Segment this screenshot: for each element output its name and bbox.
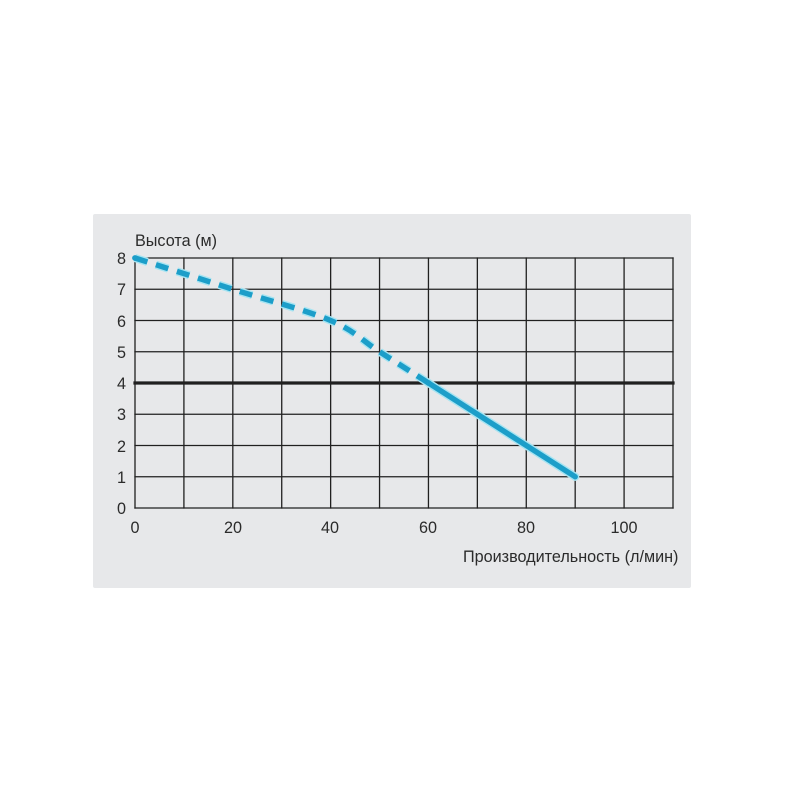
svg-text:80: 80 <box>517 519 535 537</box>
svg-text:2: 2 <box>117 438 126 456</box>
svg-text:5: 5 <box>117 344 126 362</box>
svg-text:6: 6 <box>117 313 126 331</box>
svg-text:7: 7 <box>117 281 126 299</box>
svg-text:0: 0 <box>117 500 126 518</box>
svg-text:Производительность (л/мин): Производительность (л/мин) <box>463 548 678 566</box>
svg-text:8: 8 <box>117 250 126 268</box>
svg-text:Высота (м): Высота (м) <box>135 232 217 250</box>
svg-text:3: 3 <box>117 406 126 424</box>
svg-text:60: 60 <box>419 519 437 537</box>
svg-text:4: 4 <box>117 375 126 393</box>
svg-text:100: 100 <box>610 519 637 537</box>
svg-text:40: 40 <box>321 519 339 537</box>
svg-text:1: 1 <box>117 469 126 487</box>
svg-text:0: 0 <box>130 519 139 537</box>
svg-text:20: 20 <box>224 519 242 537</box>
